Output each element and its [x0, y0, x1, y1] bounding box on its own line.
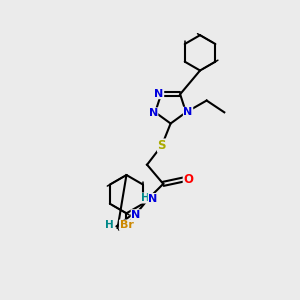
Text: O: O [183, 173, 193, 186]
Text: H: H [141, 193, 149, 203]
Text: Br: Br [119, 220, 134, 230]
Text: N: N [131, 210, 140, 220]
Text: S: S [158, 139, 166, 152]
Text: H: H [105, 220, 114, 230]
Text: N: N [148, 108, 158, 118]
Text: N: N [154, 88, 164, 99]
Text: N: N [148, 194, 158, 204]
Text: N: N [183, 107, 193, 117]
